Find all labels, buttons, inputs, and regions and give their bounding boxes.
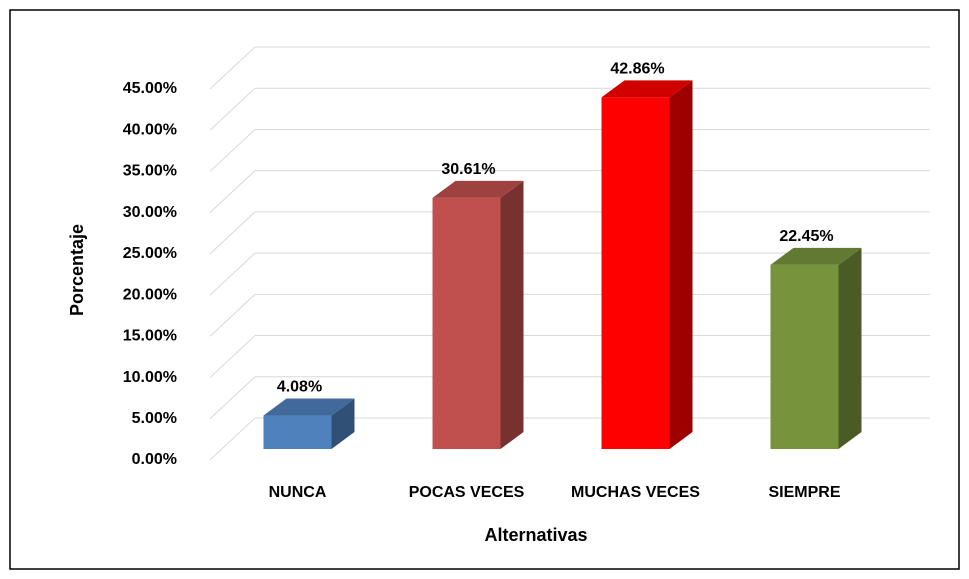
bar xyxy=(432,197,501,449)
bar-side xyxy=(669,80,693,449)
y-tick-label: 5.00% xyxy=(132,410,177,427)
data-label: 4.08% xyxy=(277,379,322,396)
grid-line xyxy=(209,46,256,90)
y-tick-label: 25.00% xyxy=(123,245,177,262)
y-tick-label: 35.00% xyxy=(123,163,177,180)
bar-side xyxy=(500,180,524,450)
bar-side xyxy=(838,247,862,449)
bar xyxy=(770,264,839,449)
y-axis-title: Porcentaje xyxy=(67,224,87,316)
grid-line xyxy=(209,170,256,214)
y-tick-label: 30.00% xyxy=(123,204,177,221)
x-tick-label: MUCHAS VECES xyxy=(571,484,700,501)
grid-line xyxy=(209,417,256,461)
bar-side xyxy=(331,398,355,449)
x-axis-title: Alternativas xyxy=(484,525,587,545)
y-tick-label: 15.00% xyxy=(123,328,177,345)
y-tick-label: 40.00% xyxy=(123,121,177,138)
grid-line xyxy=(209,87,256,131)
bar-top xyxy=(432,180,524,198)
x-tick-label: SIEMPRE xyxy=(768,484,840,501)
x-tick-label: POCAS VECES xyxy=(409,484,525,501)
bar-top xyxy=(770,247,862,265)
grid-line xyxy=(209,211,256,255)
bar xyxy=(263,415,332,449)
grid-line xyxy=(209,129,256,172)
data-label: 30.61% xyxy=(441,161,495,178)
y-tick-label: 20.00% xyxy=(123,286,177,303)
grid-line xyxy=(209,293,256,337)
grid-line xyxy=(209,252,256,296)
bar-top xyxy=(601,80,693,98)
x-tick-label: NUNCA xyxy=(269,484,327,501)
y-tick-label: 10.00% xyxy=(123,369,177,386)
data-label: 22.45% xyxy=(779,228,833,245)
bar xyxy=(601,97,670,449)
grid-line xyxy=(209,335,256,378)
grid-line xyxy=(209,376,256,420)
y-tick-label: 45.00% xyxy=(123,80,177,97)
y-tick-label: 0.00% xyxy=(132,451,177,468)
data-label: 42.86% xyxy=(610,61,664,78)
bar-top xyxy=(263,398,355,416)
